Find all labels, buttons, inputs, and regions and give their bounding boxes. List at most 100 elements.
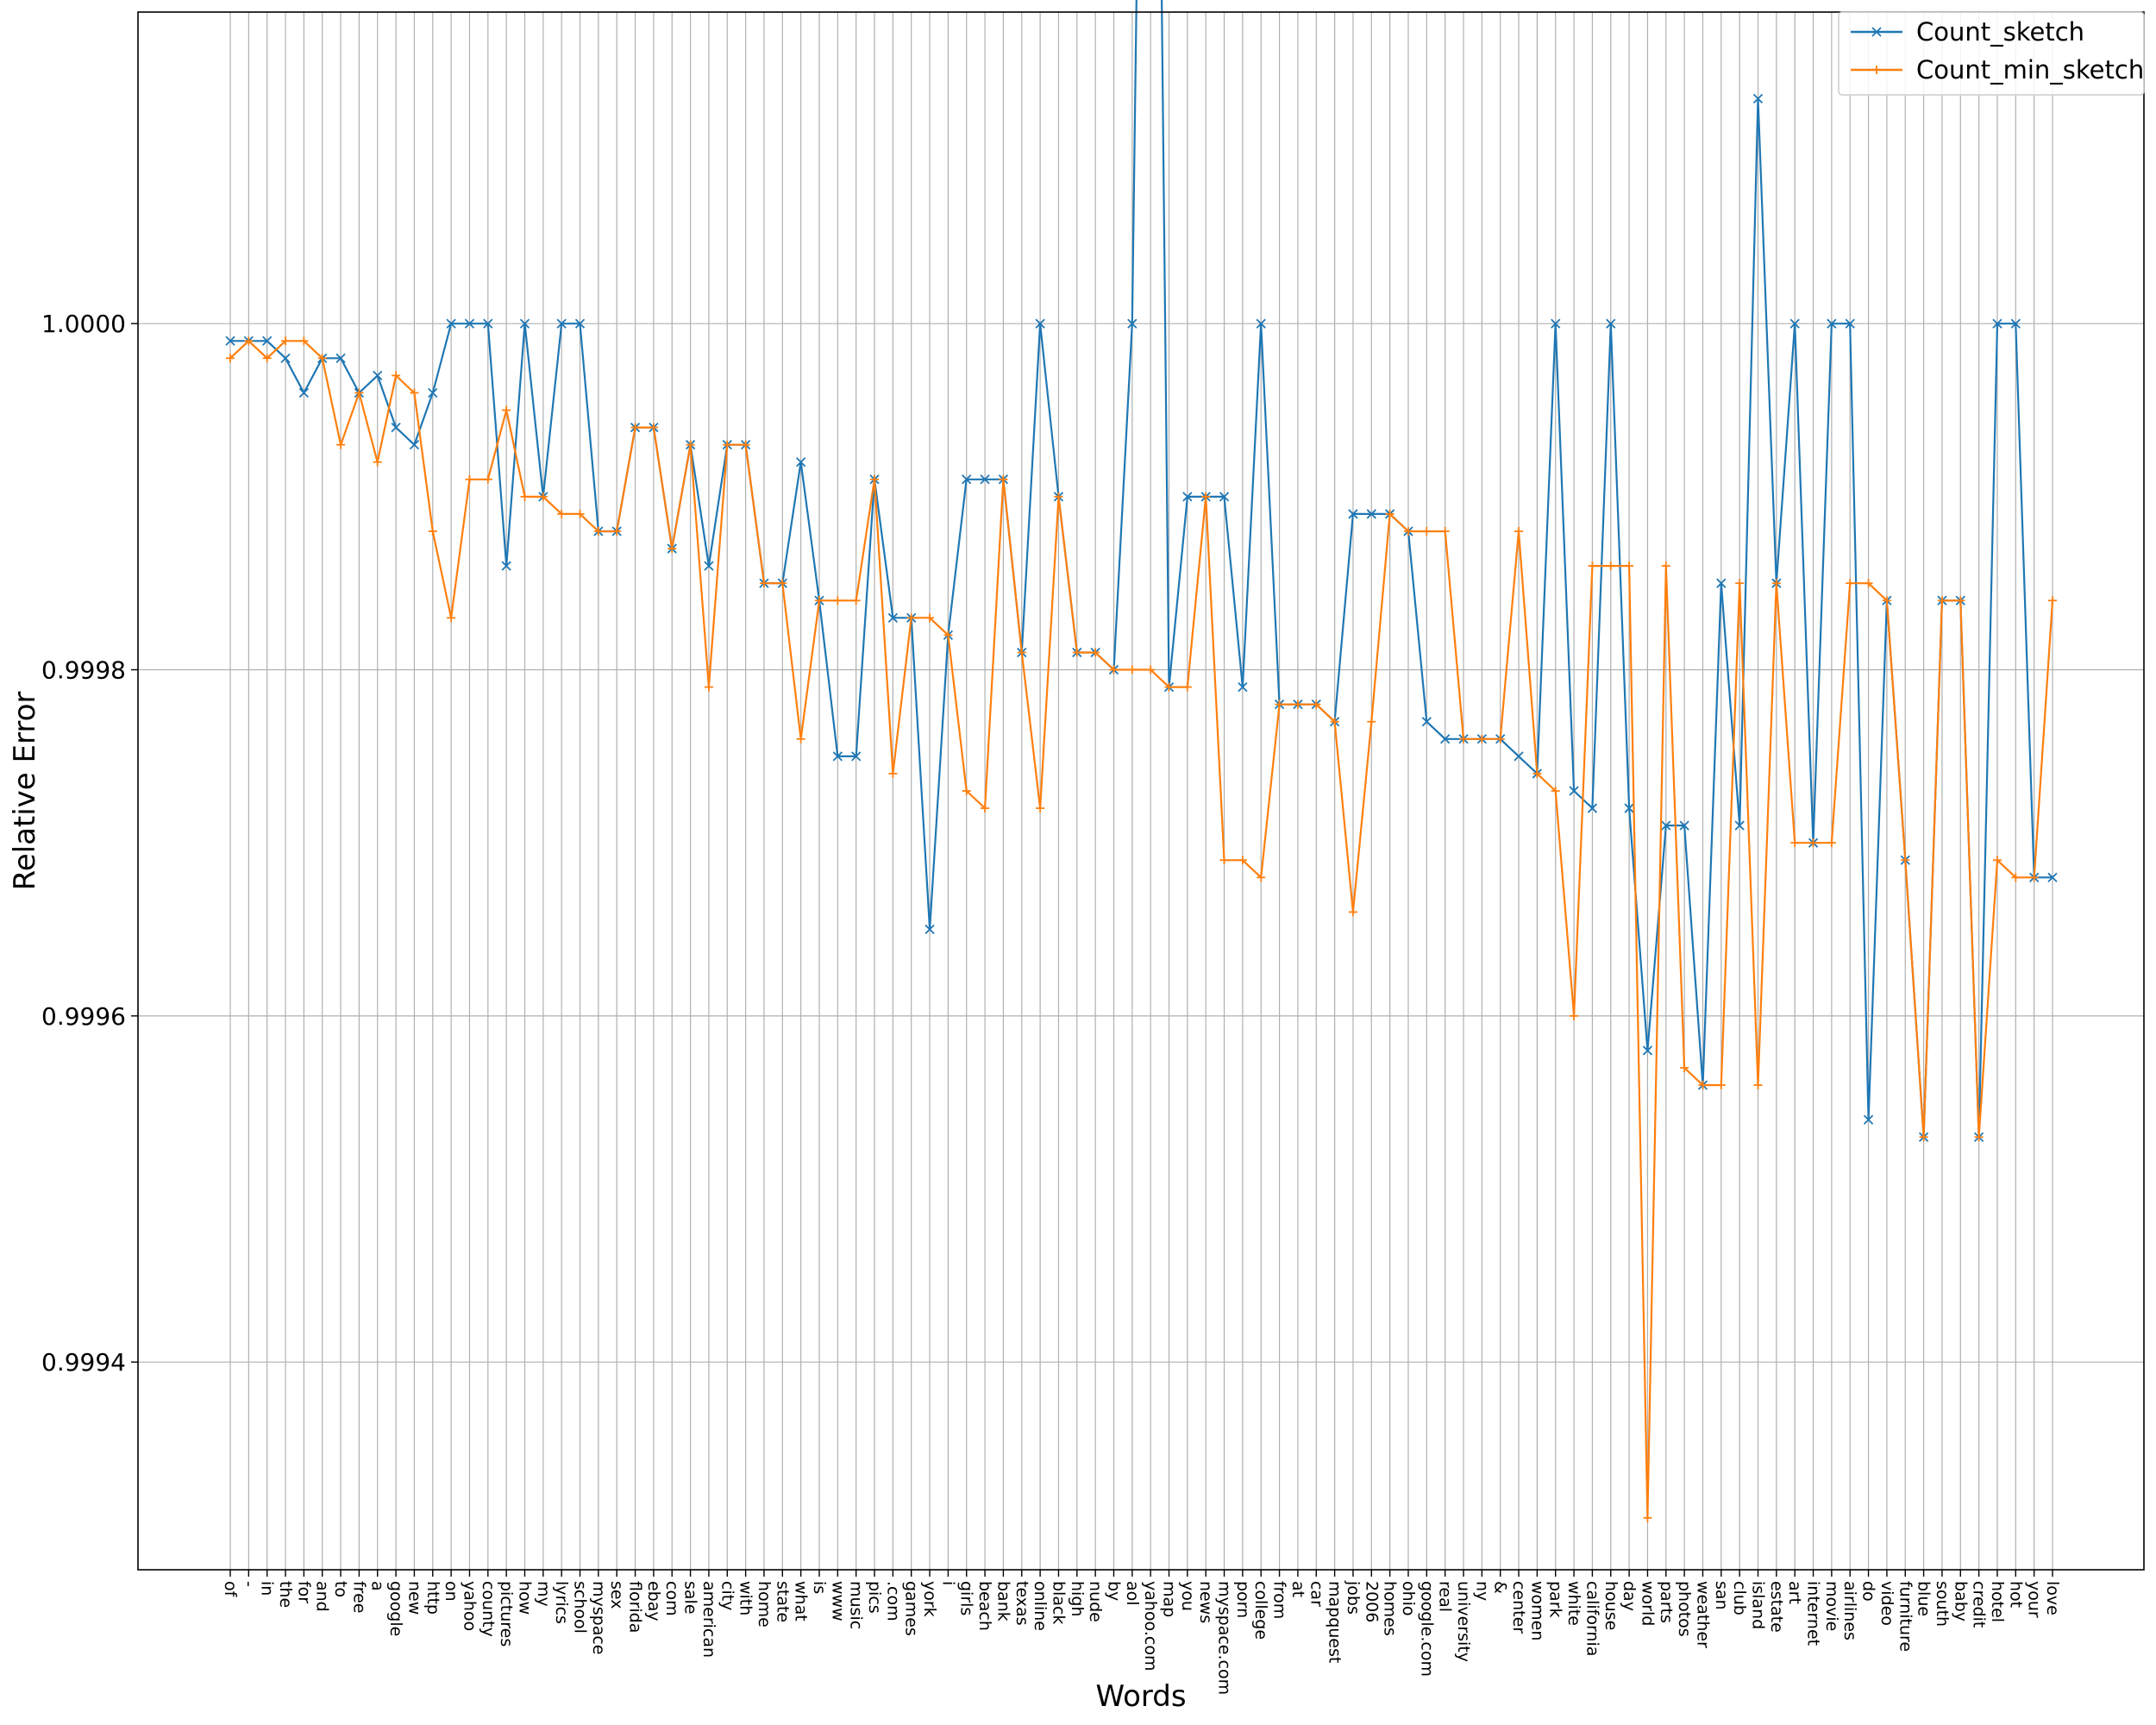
data-point-count-min-sketch bbox=[1846, 579, 1855, 588]
data-point-count-sketch bbox=[2047, 872, 2058, 882]
data-point-count-min-sketch bbox=[1312, 699, 1321, 709]
data-point-count-sketch bbox=[1624, 803, 1634, 813]
data-point-count-min-sketch bbox=[1422, 527, 1432, 536]
data-point-count-min-sketch bbox=[392, 371, 401, 380]
data-point-count-sketch bbox=[501, 561, 511, 571]
x-tick-label: black bbox=[1049, 1581, 1068, 1624]
data-point-count-min-sketch bbox=[999, 474, 1008, 484]
x-tick-label: art bbox=[1785, 1581, 1804, 1604]
x-tick-label: free bbox=[349, 1581, 368, 1613]
x-tick-label: myspace.com bbox=[1215, 1581, 1234, 1695]
x-tick-label: weather bbox=[1693, 1581, 1712, 1648]
x-tick-label: in bbox=[258, 1581, 277, 1596]
x-tick-label: homes bbox=[1381, 1581, 1400, 1636]
x-tick-label: .com bbox=[883, 1581, 902, 1622]
data-point-count-sketch bbox=[1182, 492, 1193, 502]
data-point-count-sketch bbox=[1679, 820, 1689, 831]
marker-stroke bbox=[1845, 318, 1855, 329]
marker-stroke bbox=[574, 318, 586, 329]
data-point-count-min-sketch bbox=[1901, 856, 1910, 865]
data-point-count-min-sketch bbox=[1495, 734, 1505, 743]
data-point-count-sketch bbox=[1035, 318, 1045, 329]
x-tick-label: for bbox=[294, 1581, 313, 1603]
x-tick-label: american bbox=[699, 1581, 718, 1658]
plot-frame bbox=[137, 11, 2145, 1571]
data-point-count-sketch bbox=[483, 318, 493, 329]
data-point-count-min-sketch bbox=[520, 492, 530, 501]
marker-stroke bbox=[464, 318, 475, 329]
x-tick-label: yahoo bbox=[460, 1581, 479, 1631]
x-tick-label: www bbox=[828, 1581, 847, 1622]
x-tick-label: jobs bbox=[1344, 1580, 1363, 1615]
x-tick-label: aol bbox=[1123, 1581, 1142, 1606]
x-tick-label: what bbox=[792, 1581, 811, 1622]
x-tick-label: i bbox=[938, 1581, 957, 1585]
data-point-count-sketch bbox=[409, 440, 420, 450]
data-point-count-min-sketch bbox=[1606, 561, 1615, 571]
marker-stroke bbox=[832, 751, 843, 762]
data-point-count-min-sketch bbox=[1348, 907, 1357, 917]
data-point-count-sketch bbox=[464, 318, 475, 329]
x-tick-label: a bbox=[368, 1581, 387, 1591]
data-point-count-min-sketch bbox=[962, 787, 971, 795]
data-point-count-min-sketch bbox=[317, 354, 327, 363]
x-tick-label: world bbox=[1638, 1581, 1657, 1626]
x-tick-label: music bbox=[847, 1581, 866, 1629]
x-tick-label: map bbox=[1160, 1581, 1179, 1617]
marker-stroke bbox=[409, 440, 420, 450]
x-tick-label: by bbox=[1104, 1581, 1123, 1601]
x-tick-label: estate bbox=[1767, 1581, 1786, 1633]
data-point-count-sketch bbox=[1551, 318, 1561, 329]
x-tick-label: day bbox=[1620, 1581, 1639, 1611]
x-tick-label: pictures bbox=[497, 1581, 516, 1647]
x-tick-label: beach bbox=[975, 1581, 994, 1631]
data-point-count-min-sketch bbox=[981, 804, 990, 813]
x-tick-label: club bbox=[1730, 1581, 1749, 1615]
data-point-count-min-sketch bbox=[1753, 1081, 1763, 1090]
data-point-count-sketch bbox=[1789, 318, 1800, 329]
x-tick-label: - bbox=[239, 1581, 258, 1587]
x-tick-label: ebay bbox=[644, 1581, 663, 1622]
grid-layer bbox=[138, 12, 2144, 1570]
data-point-count-min-sketch bbox=[1974, 1132, 1984, 1142]
marker-stroke bbox=[1514, 751, 1524, 762]
data-point-count-sketch bbox=[1845, 318, 1855, 329]
x-tick-label: city bbox=[718, 1581, 736, 1610]
x-tick-label: sale bbox=[681, 1581, 700, 1615]
x-tick-label: & bbox=[1491, 1581, 1510, 1594]
data-point-count-sketch bbox=[574, 318, 586, 329]
data-point-count-sketch bbox=[262, 336, 273, 346]
y-axis-ticks: 0.9994 0.9996 0.9998 1.0000 bbox=[41, 310, 138, 1377]
y-tick-label: 1.0000 bbox=[41, 310, 126, 338]
marker-stroke bbox=[1219, 492, 1230, 502]
data-point-count-sketch bbox=[1992, 318, 2002, 329]
x-tick-label: texas bbox=[1012, 1581, 1031, 1626]
data-point-count-min-sketch bbox=[575, 509, 585, 518]
marker-stroke bbox=[1256, 318, 1266, 329]
data-point-count-min-sketch bbox=[888, 768, 898, 778]
x-tick-label: baby bbox=[1951, 1581, 1970, 1622]
x-tick-label: blue bbox=[1915, 1581, 1934, 1616]
x-tick-label: hotel bbox=[1988, 1581, 2007, 1622]
x-tick-label: women bbox=[1527, 1581, 1546, 1640]
x-tick-label: new bbox=[404, 1581, 423, 1615]
data-point-count-min-sketch bbox=[410, 388, 419, 398]
x-tick-label: center bbox=[1509, 1581, 1528, 1634]
data-point-count-min-sketch bbox=[2011, 873, 2021, 882]
data-point-count-min-sketch bbox=[1477, 734, 1487, 743]
data-point-count-min-sketch bbox=[723, 440, 732, 449]
x-tick-label: nude bbox=[1086, 1581, 1105, 1622]
data-point-count-min-sketch bbox=[226, 354, 235, 363]
marker-stroke bbox=[1827, 318, 1837, 329]
x-tick-label: you bbox=[1178, 1581, 1197, 1611]
data-point-count-min-sketch bbox=[262, 354, 272, 363]
data-point-count-min-sketch bbox=[1275, 699, 1284, 709]
data-point-count-sketch bbox=[1238, 681, 1248, 693]
x-tick-label: ohio bbox=[1399, 1581, 1418, 1616]
data-point-count-min-sketch bbox=[1182, 682, 1192, 692]
data-point-count-sketch bbox=[225, 336, 235, 346]
data-point-count-min-sketch bbox=[1992, 856, 2002, 865]
y-axis-label: Relative Error bbox=[8, 692, 42, 891]
data-point-count-sketch bbox=[2010, 318, 2021, 329]
